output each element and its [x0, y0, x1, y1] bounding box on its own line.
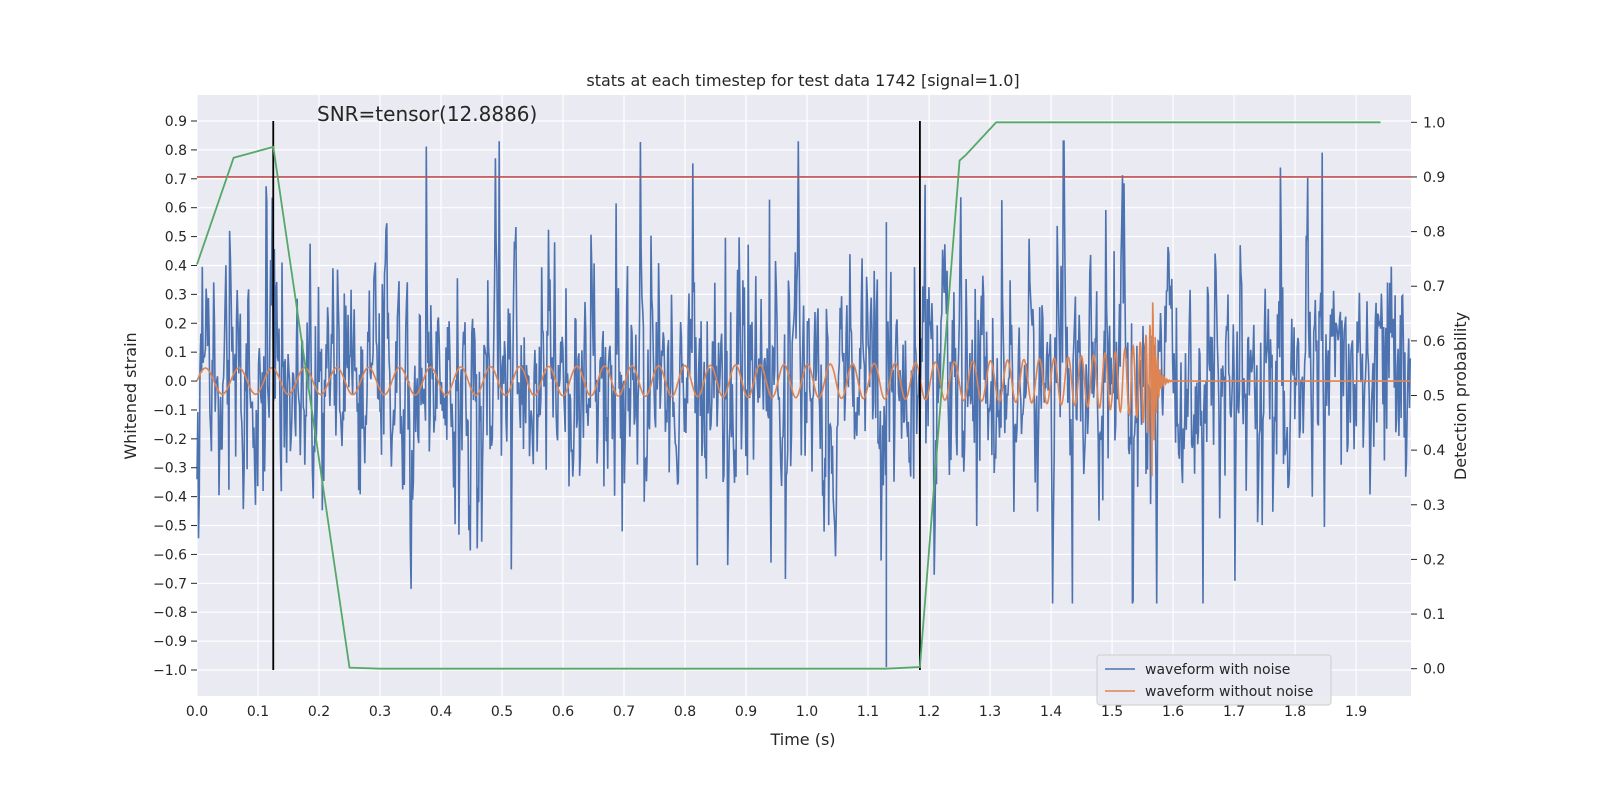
x-tick-label: 1.3 — [979, 704, 1001, 720]
y2-tick-labels: 1.0 0.9 0.8 0.7 0.6 0.5 0.4 0.3 0.2 0.1 0.0 — [1411, 115, 1445, 678]
series-waveform-without-noise — [196, 302, 1411, 477]
y-tick-label: −0.8 — [153, 605, 187, 621]
y-tick-label: 0.2 — [165, 316, 187, 332]
series-waveform-with-noise — [196, 140, 1412, 668]
chart-title: stats at each timestep for test data 174… — [586, 71, 1019, 90]
y-tick-label: 0.8 — [165, 143, 187, 159]
y-axis-label: Whitened strain — [121, 332, 140, 459]
y2-tick-label: 0.8 — [1423, 225, 1445, 241]
y-tick-label: −0.3 — [153, 461, 187, 477]
x-tick-label: 0.2 — [308, 704, 330, 720]
legend-label-noise: waveform with noise — [1145, 662, 1290, 678]
y-tick-label: 0.7 — [165, 172, 187, 188]
legend-box — [1096, 654, 1332, 706]
x-tick-label: 1.0 — [796, 704, 818, 720]
x-tick-label: 0.9 — [735, 704, 757, 720]
x-tick-label: 0.5 — [491, 704, 513, 720]
y2-tick-label: 0.9 — [1423, 170, 1445, 186]
y-tick-label: 0.5 — [165, 230, 187, 246]
y-tick-label: 0.1 — [165, 345, 187, 361]
x-tick-label: 1.9 — [1345, 704, 1367, 720]
y-tick-label: 0.0 — [165, 374, 187, 390]
y-tick-label: −0.6 — [153, 547, 187, 563]
x-tick-label: 1.4 — [1040, 704, 1062, 720]
x-tick-label: 0.6 — [552, 704, 574, 720]
y2-tick-label: 0.6 — [1423, 334, 1445, 350]
x-tick-label: 0.8 — [674, 704, 696, 720]
y-tick-label: 0.4 — [165, 258, 187, 274]
y-tick-label: −0.7 — [153, 576, 187, 592]
y2-tick-label: 1.0 — [1423, 115, 1445, 131]
y2-tick-label: 0.0 — [1423, 662, 1445, 678]
x-tick-label: 1.7 — [1223, 704, 1245, 720]
legend: waveform with noise waveform without noi… — [1096, 654, 1332, 706]
x-tick-label: 1.5 — [1101, 704, 1123, 720]
y-tick-label: 0.9 — [165, 114, 187, 130]
probability-line — [196, 121, 1381, 670]
chirp-line — [196, 302, 1411, 477]
x-tick-labels: 0.0 0.1 0.2 0.3 0.4 0.5 0.6 0.7 0.8 0.9 1.0 1.1 1.2 1… — [186, 704, 1367, 720]
y-tick-label: 0.3 — [165, 287, 187, 303]
y2-tick-label: 0.2 — [1423, 552, 1445, 568]
x-tick-label: 0.0 — [186, 704, 208, 720]
y2-tick-label: 0.1 — [1423, 607, 1445, 623]
y-tick-label: −0.9 — [153, 634, 187, 650]
y-tick-label: −0.4 — [153, 490, 187, 506]
y-tick-label: −0.5 — [153, 519, 187, 535]
snr-annotation: SNR=tensor(12.8886) — [317, 102, 537, 126]
y-tick-label: −0.1 — [153, 403, 187, 419]
y-tick-label: −1.0 — [153, 663, 187, 679]
x-tick-label: 0.3 — [369, 704, 391, 720]
noise-line — [196, 140, 1412, 604]
x-tick-label: 0.7 — [613, 704, 635, 720]
x-tick-label: 1.6 — [1162, 704, 1184, 720]
legend-label-chirp: waveform without noise — [1145, 684, 1313, 700]
y2-tick-label: 0.5 — [1423, 389, 1445, 405]
y-tick-label: 0.6 — [165, 201, 187, 217]
y2-tick-label: 0.4 — [1423, 443, 1445, 459]
y-tick-label: −0.2 — [153, 432, 187, 448]
x-tick-label: 1.8 — [1284, 704, 1306, 720]
y2-axis-label: Detection probability — [1451, 312, 1470, 480]
x-axis-label: Time (s) — [769, 730, 835, 749]
vertical-markers — [272, 121, 921, 670]
y-tick-labels: 0.9 0.8 0.7 0.6 0.5 0.4 0.3 0.2 0.1 0.0 −0.1 −0.2 −0… — [153, 114, 197, 679]
x-tick-label: 0.4 — [430, 704, 452, 720]
series-detection-probability — [196, 121, 1381, 670]
y2-tick-label: 0.3 — [1423, 498, 1445, 514]
x-tick-label: 0.1 — [247, 704, 269, 720]
x-tick-label: 1.1 — [857, 704, 879, 720]
x-tick-label: 1.2 — [918, 704, 940, 720]
y2-tick-label: 0.7 — [1423, 279, 1445, 295]
